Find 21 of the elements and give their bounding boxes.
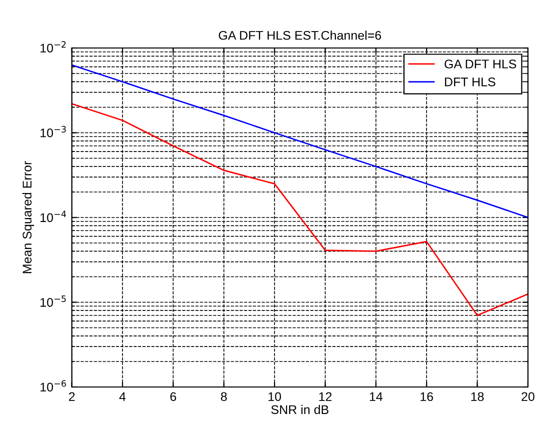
y-tick-label: 10$^{−5}$ — [40, 296, 66, 307]
x-tick-label: 16 — [420, 392, 433, 402]
x-tick-label: 14 — [370, 392, 382, 401]
y-tick-label: 10$^{−6}$ — [40, 380, 66, 392]
x-axis-title: SNR in dB — [271, 404, 328, 414]
chart-title: GA DFT HLS EST.Channel=6 — [218, 30, 382, 40]
x-tick-label: 6 — [170, 392, 176, 402]
y-axis-title: Mean Squared Error — [22, 161, 34, 274]
x-tick-label: 8 — [220, 392, 227, 402]
x-tick-label: 4 — [119, 392, 126, 401]
legend-label: DFT HLS — [445, 77, 496, 86]
y-tick-label: 10$^{−3}$ — [40, 126, 66, 138]
x-tick-label: 2 — [68, 392, 75, 401]
x-tick-label: 10 — [268, 392, 282, 402]
x-tick-label: 18 — [471, 392, 484, 402]
y-tick-label: 10$^{−2}$ — [40, 41, 66, 53]
y-tick-label: 10$^{−4}$ — [40, 210, 66, 222]
line-series — [72, 103, 528, 316]
x-tick-label: 20 — [522, 392, 534, 402]
x-tick-label: 12 — [319, 392, 332, 401]
legend-label: GA DFT HLS — [444, 60, 516, 68]
